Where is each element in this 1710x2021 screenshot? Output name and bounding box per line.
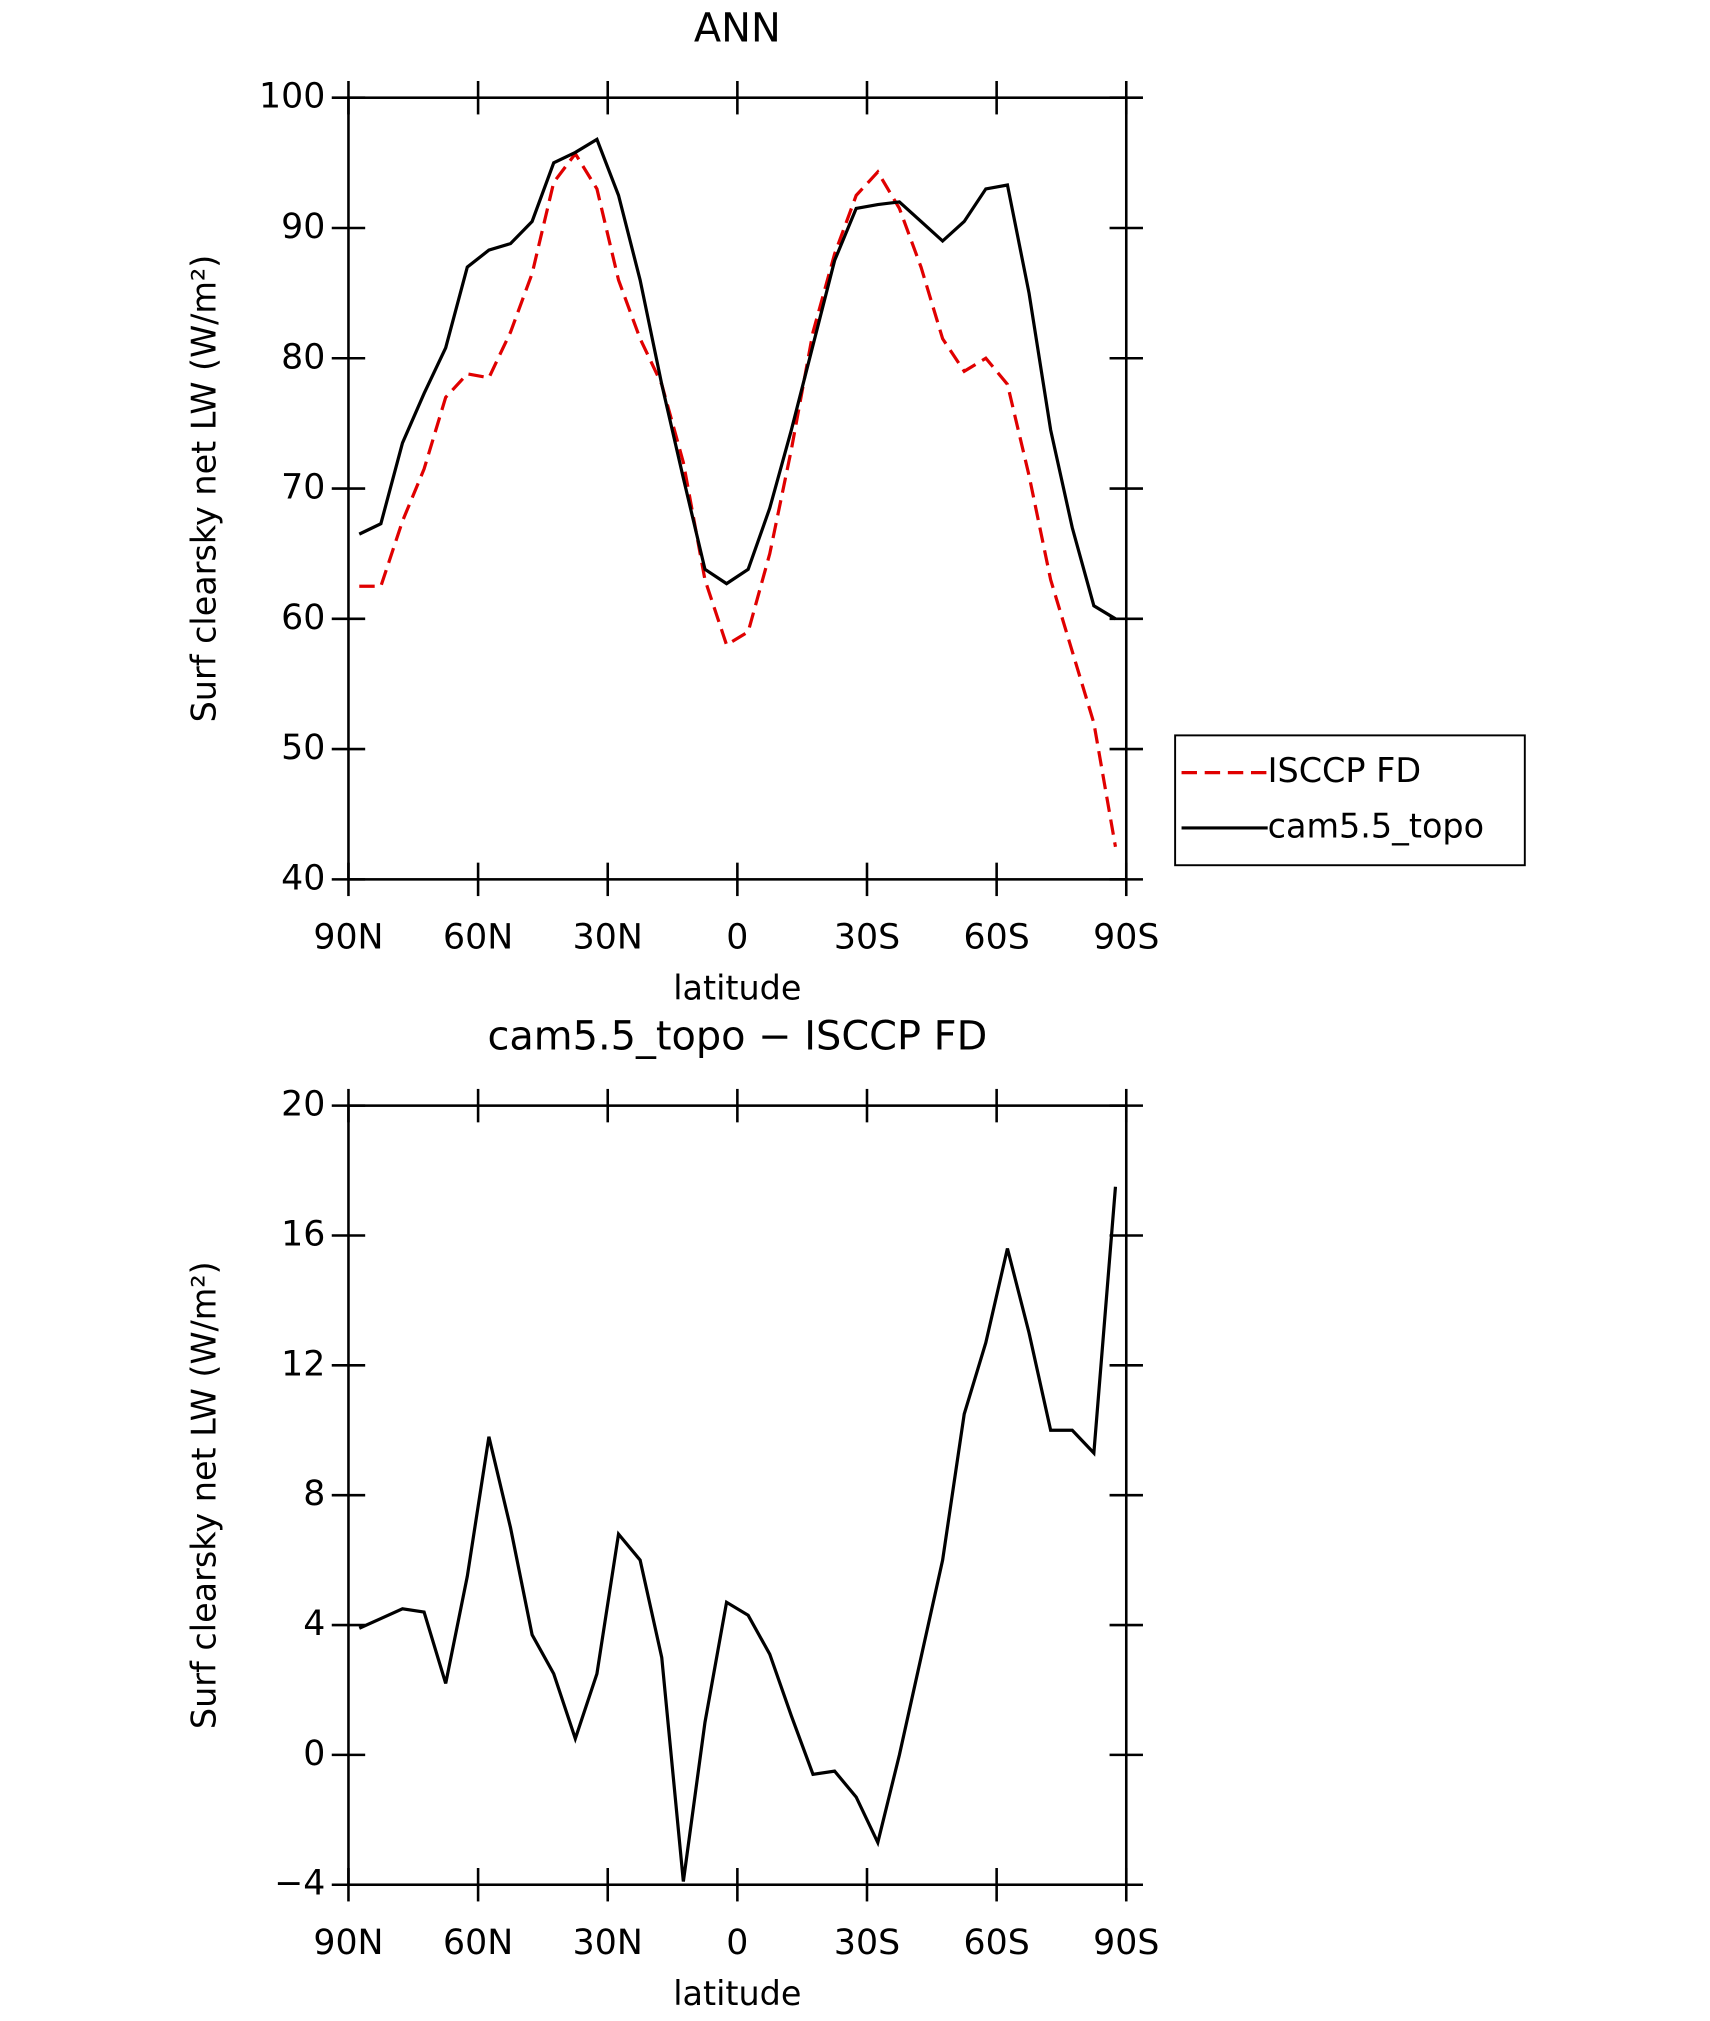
x-tick-label: 60N [443, 918, 513, 958]
x-tick-label: 30N [573, 1923, 643, 1963]
chart-title: ANN [694, 5, 781, 51]
data-line [358, 1186, 1118, 1882]
y-tick-label: 80 [281, 337, 325, 377]
x-tick-label: 60N [443, 1923, 513, 1963]
legend-label: cam5.5_topo [1268, 806, 1484, 845]
x-tick-label: 90S [1093, 918, 1159, 958]
x-tick-label: 0 [726, 918, 748, 958]
x-tick-label: 30N [573, 918, 643, 958]
y-axis-label: Surf clearsky net LW (W/m²) [184, 255, 223, 723]
y-tick-label: 20 [281, 1085, 325, 1125]
chart-title: cam5.5_topo − ISCCP FD [487, 1013, 987, 1059]
x-tick-label: 60S [964, 1923, 1030, 1963]
y-tick-label: 100 [259, 77, 325, 117]
y-tick-label: 8 [303, 1474, 325, 1514]
y-tick-label: 0 [303, 1734, 325, 1774]
plot-frame [347, 1104, 1128, 1887]
data-line [358, 137, 1117, 621]
y-tick-label: 40 [281, 858, 325, 898]
y-tick-label: 60 [281, 598, 325, 638]
y-tick-label: 90 [281, 207, 325, 247]
data-line [359, 150, 1118, 848]
x-axis-label: latitude [673, 1974, 801, 2013]
y-tick-label: −4 [274, 1864, 325, 1904]
y-tick-label: 16 [281, 1214, 325, 1254]
x-tick-label: 90N [313, 918, 383, 958]
y-tick-label: 70 [281, 468, 325, 508]
x-tick-label: 90N [313, 1923, 383, 1963]
legend-box [1174, 734, 1526, 867]
x-tick-label: 30S [834, 1923, 900, 1963]
x-tick-label: 30S [834, 918, 900, 958]
x-tick-label: 60S [964, 918, 1030, 958]
x-axis-label: latitude [673, 968, 801, 1007]
y-tick-label: 4 [303, 1604, 325, 1644]
x-tick-label: 0 [726, 1923, 748, 1963]
y-axis-label: Surf clearsky net LW (W/m²) [184, 1261, 223, 1729]
y-tick-label: 50 [281, 728, 325, 768]
legend-label: ISCCP FD [1268, 751, 1421, 790]
y-tick-label: 12 [281, 1344, 325, 1384]
x-tick-label: 90S [1093, 1923, 1159, 1963]
plot-frame [347, 96, 1128, 881]
